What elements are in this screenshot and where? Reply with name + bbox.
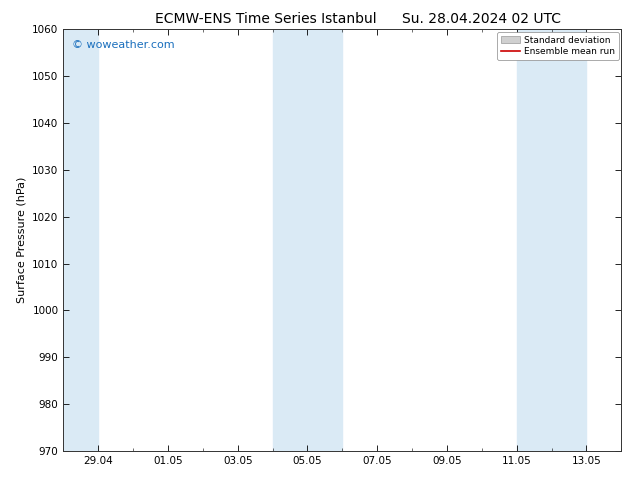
Text: © woweather.com: © woweather.com (72, 40, 174, 50)
Text: ECMW-ENS Time Series Istanbul: ECMW-ENS Time Series Istanbul (155, 12, 377, 26)
Text: Su. 28.04.2024 02 UTC: Su. 28.04.2024 02 UTC (403, 12, 561, 26)
Bar (63, 29, 98, 451)
Y-axis label: Surface Pressure (hPa): Surface Pressure (hPa) (16, 177, 27, 303)
Bar (273, 29, 342, 451)
Bar (517, 29, 586, 451)
Legend: Standard deviation, Ensemble mean run: Standard deviation, Ensemble mean run (497, 32, 619, 60)
